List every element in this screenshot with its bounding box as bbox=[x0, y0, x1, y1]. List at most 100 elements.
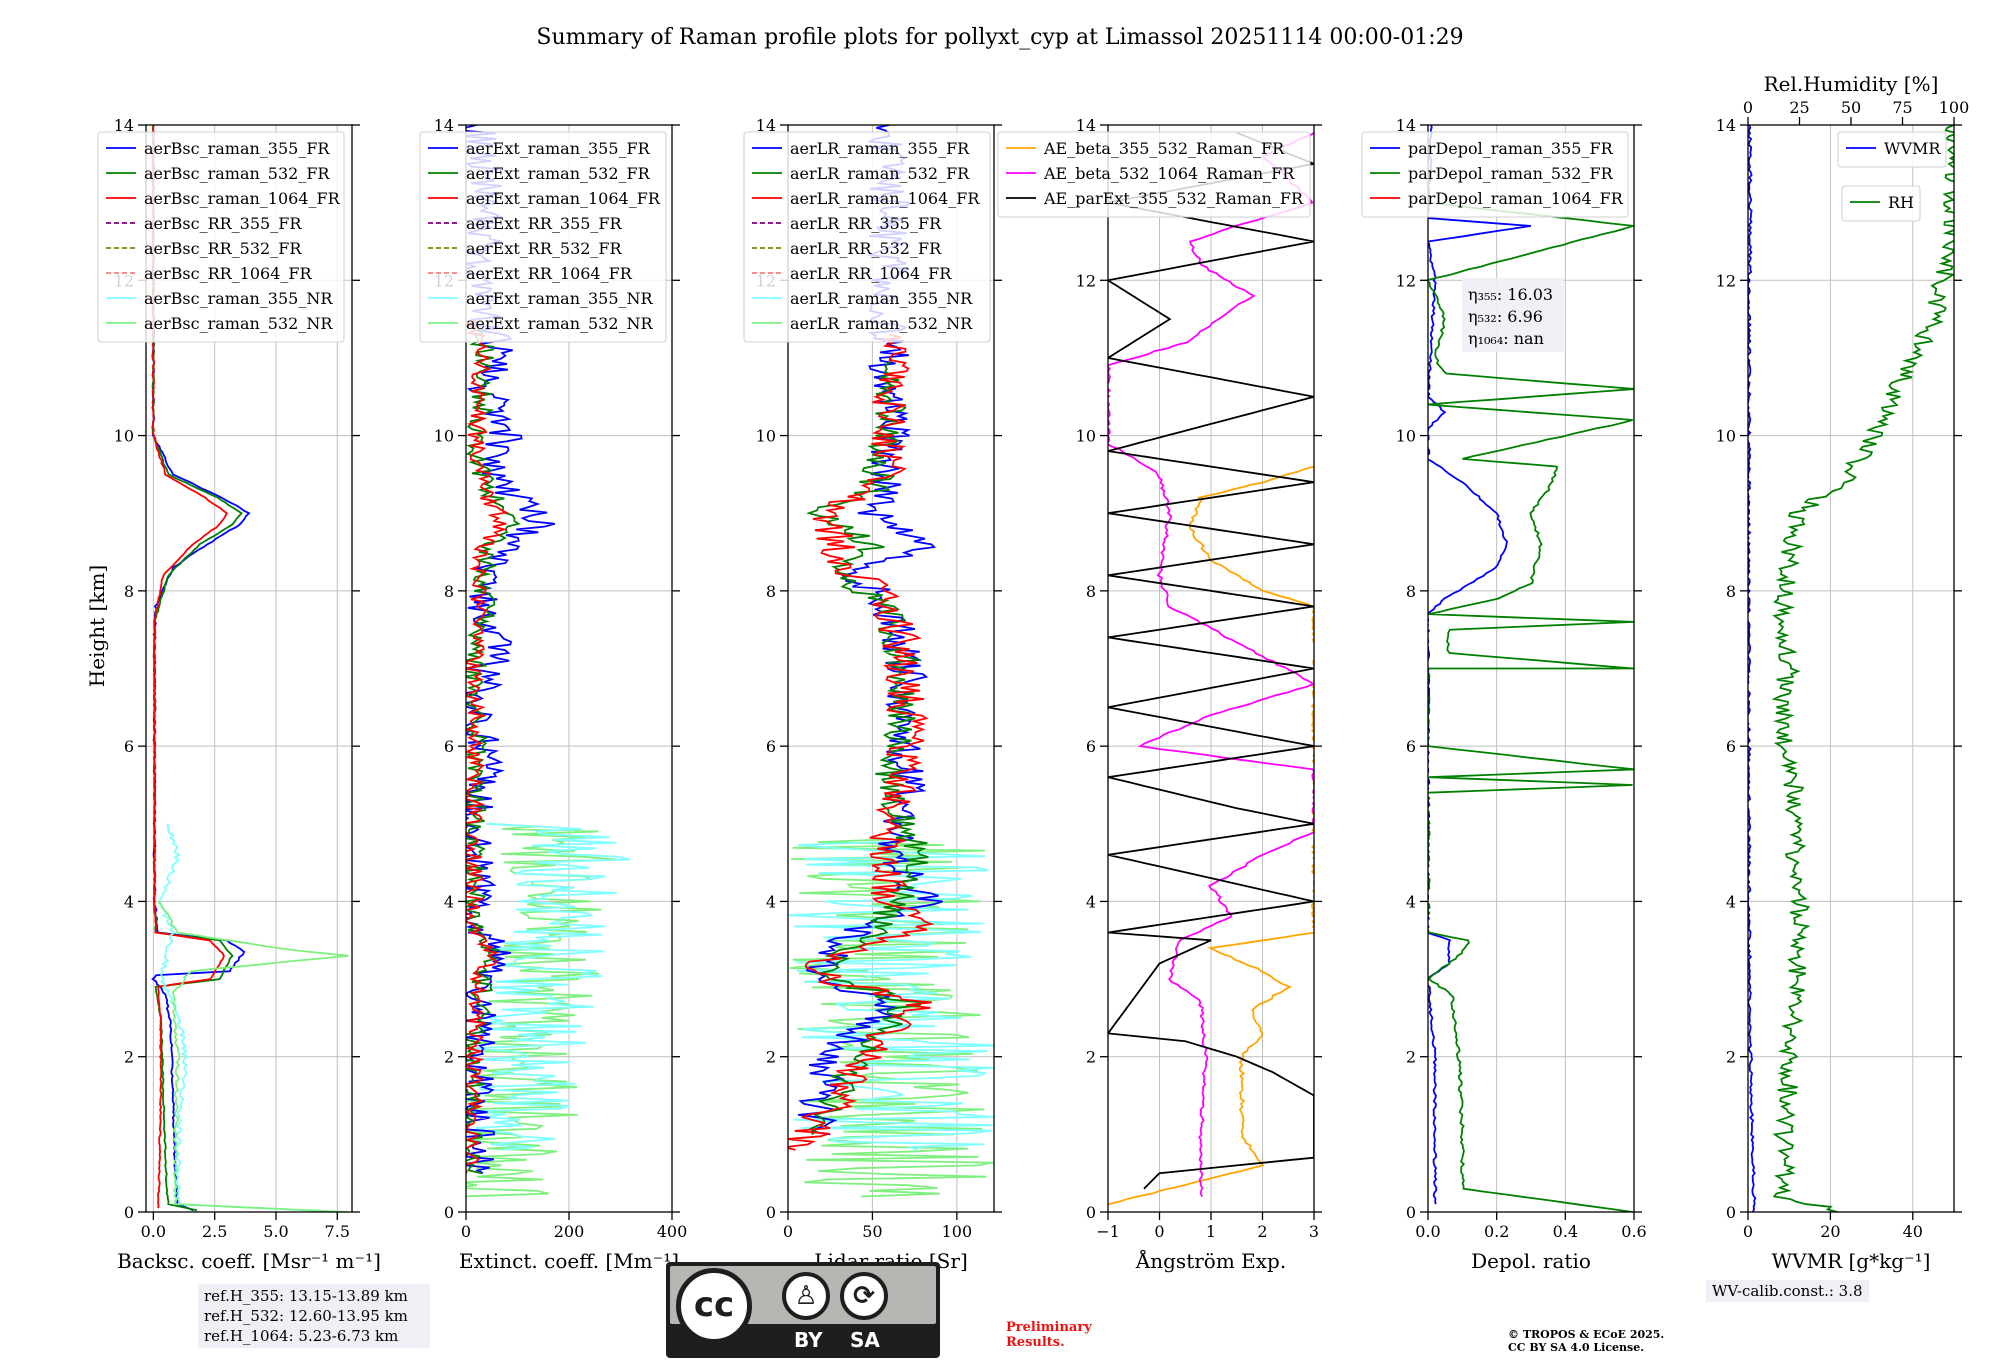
series-AE_beta_355_532_Raman_FR bbox=[1108, 465, 1314, 1206]
legend-label: aerBsc_RR_1064_FR bbox=[144, 264, 313, 283]
y-tick-label: 4 bbox=[1726, 892, 1736, 911]
panel-ext: 024681012140200400Extinct. coeff. [Mm⁻¹]… bbox=[419, 116, 688, 1273]
y-tick-label: 4 bbox=[124, 892, 134, 911]
x-tick-label: 0.2 bbox=[1484, 1222, 1509, 1241]
y-tick-label: 2 bbox=[444, 1048, 454, 1067]
top-x-tick-label: 75 bbox=[1892, 98, 1912, 117]
legend-label: aerLR_raman_532_FR bbox=[790, 164, 970, 183]
legend-lr: aerLR_raman_355_FR aerLR_raman_532_FR aerL… bbox=[743, 131, 991, 343]
legend-label: aerLR_RR_1064_FR bbox=[790, 264, 952, 283]
share-alike-icon: ⟳ bbox=[840, 1272, 888, 1320]
x-tick-label: 1 bbox=[1206, 1222, 1216, 1241]
cc-logo-icon: cc bbox=[676, 1268, 752, 1344]
eta-box: η₃₅₅: 16.03 η₅₃₂: 6.96 η₁₀₆₄: nan bbox=[1462, 278, 1564, 352]
y-tick-label: 8 bbox=[124, 582, 134, 601]
y-tick-label: 0 bbox=[766, 1203, 776, 1222]
y-tick-label: 10 bbox=[1716, 427, 1736, 446]
x-tick-label: 400 bbox=[657, 1222, 688, 1241]
y-tick-label: 10 bbox=[434, 427, 454, 446]
legend-label: aerExt_RR_1064_FR bbox=[466, 264, 633, 283]
legend-label: aerExt_raman_532_NR bbox=[466, 314, 654, 333]
series-parDepol_raman_532_FR bbox=[1428, 125, 1634, 1212]
y-tick-label: 4 bbox=[766, 892, 776, 911]
preliminary-notice: Preliminary Results. bbox=[1006, 1320, 1092, 1350]
y-tick-label: 2 bbox=[1406, 1048, 1416, 1067]
series-aerExt_raman_1064_FR bbox=[466, 318, 509, 1174]
series-aerExt_raman_355_NR bbox=[472, 822, 631, 1151]
eta-label: η₅₃₂: 6.96 bbox=[1468, 307, 1543, 326]
y-tick-label: 14 bbox=[756, 116, 776, 135]
x-axis-label-bsc: Backsc. coeff. [Msr⁻¹ m⁻¹] bbox=[117, 1249, 381, 1273]
legend-label: aerBsc_RR_532_FR bbox=[144, 239, 302, 258]
legend-label: aerLR_RR_355_FR bbox=[790, 214, 942, 233]
y-tick-label: 14 bbox=[434, 116, 454, 135]
top-x-tick-label: 100 bbox=[1939, 98, 1970, 117]
legend-label: aerExt_RR_532_FR bbox=[466, 239, 623, 258]
y-tick-label: 8 bbox=[1406, 582, 1416, 601]
x-tick-label: 3 bbox=[1309, 1222, 1319, 1241]
legend-label: aerBsc_raman_532_FR bbox=[144, 164, 330, 183]
series-group-ae bbox=[1108, 131, 1314, 1206]
legend-label: aerBsc_raman_532_NR bbox=[144, 314, 333, 333]
y-tick-label: 2 bbox=[1086, 1048, 1096, 1067]
y-tick-label: 0 bbox=[1086, 1203, 1096, 1222]
legend-label: RH bbox=[1888, 193, 1914, 212]
x-tick-label: 0.6 bbox=[1621, 1222, 1646, 1241]
cc-license-badge: cc ♙ ⟳ BY SA bbox=[666, 1262, 940, 1358]
legend-label: aerBsc_raman_1064_FR bbox=[144, 189, 341, 208]
legend-box bbox=[1841, 185, 1921, 222]
axes-frame bbox=[787, 124, 995, 1213]
y-axis-label: Height [km] bbox=[85, 565, 109, 687]
axes-frame bbox=[1427, 124, 1635, 1213]
y-tick-label: 0 bbox=[1406, 1203, 1416, 1222]
legend-box bbox=[419, 131, 667, 343]
x-tick-label: 100 bbox=[942, 1222, 973, 1241]
y-tick-label: 8 bbox=[1726, 582, 1736, 601]
x-tick-label: 20 bbox=[1820, 1222, 1840, 1241]
x-tick-label: 50 bbox=[862, 1222, 882, 1241]
y-tick-label: 2 bbox=[766, 1048, 776, 1067]
y-tick-label: 2 bbox=[1726, 1048, 1736, 1067]
x-tick-label: 0.4 bbox=[1553, 1222, 1578, 1241]
legend-label: aerExt_raman_1064_FR bbox=[466, 189, 661, 208]
legend-label: aerBsc_raman_355_NR bbox=[144, 289, 333, 308]
copyright-line-1: © TROPOS & ECoE 2025. bbox=[1508, 1328, 1665, 1341]
legend-label: parDepol_raman_355_FR bbox=[1408, 139, 1614, 158]
eta-label: η₁₀₆₄: nan bbox=[1468, 329, 1544, 348]
x-tick-label: 7.5 bbox=[325, 1222, 350, 1241]
panel-depol: 0 2 4 6 8 10 12 14 0.0 0.2 0.4 0.6 Depol. ratio parDe… bbox=[1361, 116, 1647, 1273]
legend-box bbox=[997, 131, 1311, 218]
series-aerLR_raman_1064_FR bbox=[788, 333, 935, 1151]
y-tick-label: 14 bbox=[1076, 116, 1096, 135]
x-tick-label: 2.5 bbox=[202, 1222, 227, 1241]
y-tick-label: 10 bbox=[1396, 427, 1416, 446]
copyright-notice: © TROPOS & ECoE 2025. CC BY SA 4.0 Licen… bbox=[1508, 1328, 1664, 1354]
ref-height-532: ref.H_532: 12.60-13.95 km bbox=[204, 1307, 408, 1325]
preliminary-line-1: Preliminary bbox=[1006, 1320, 1092, 1335]
axes-frame bbox=[1747, 124, 1955, 1213]
ref-height-1064: ref.H_1064: 5.23-6.73 km bbox=[204, 1327, 399, 1345]
legend-label: aerLR_raman_355_FR bbox=[790, 139, 970, 158]
legend-label: AE_beta_355_532_Raman_FR bbox=[1043, 139, 1285, 158]
legend-label: aerBsc_raman_355_FR bbox=[144, 139, 330, 158]
x-tick-label: 5.0 bbox=[263, 1222, 288, 1241]
legend-label: AE_beta_532_1064_Raman_FR bbox=[1043, 164, 1295, 183]
x-tick-label: 0 bbox=[1743, 1222, 1753, 1241]
y-tick-label: 12 bbox=[1076, 271, 1096, 290]
series-aerLR_raman_355_NR bbox=[788, 838, 994, 1151]
legend-label: WVMR bbox=[1884, 139, 1941, 158]
axes-frame bbox=[145, 124, 353, 1213]
x-axis-label-depol: Depol. ratio bbox=[1471, 1249, 1591, 1273]
x-tick-label: 40 bbox=[1903, 1222, 1923, 1241]
x-tick-label: 0 bbox=[783, 1222, 793, 1241]
y-tick-label: 0 bbox=[124, 1203, 134, 1222]
y-tick-label: 6 bbox=[444, 737, 454, 756]
panel-lr: 02468101214050100Lidar ratio [Sr]aerLR_r… bbox=[743, 116, 1002, 1273]
y-tick-label: 4 bbox=[1086, 892, 1096, 911]
y-tick-label: 8 bbox=[444, 582, 454, 601]
y-tick-label: 6 bbox=[1726, 737, 1736, 756]
x-tick-label: 200 bbox=[554, 1222, 585, 1241]
